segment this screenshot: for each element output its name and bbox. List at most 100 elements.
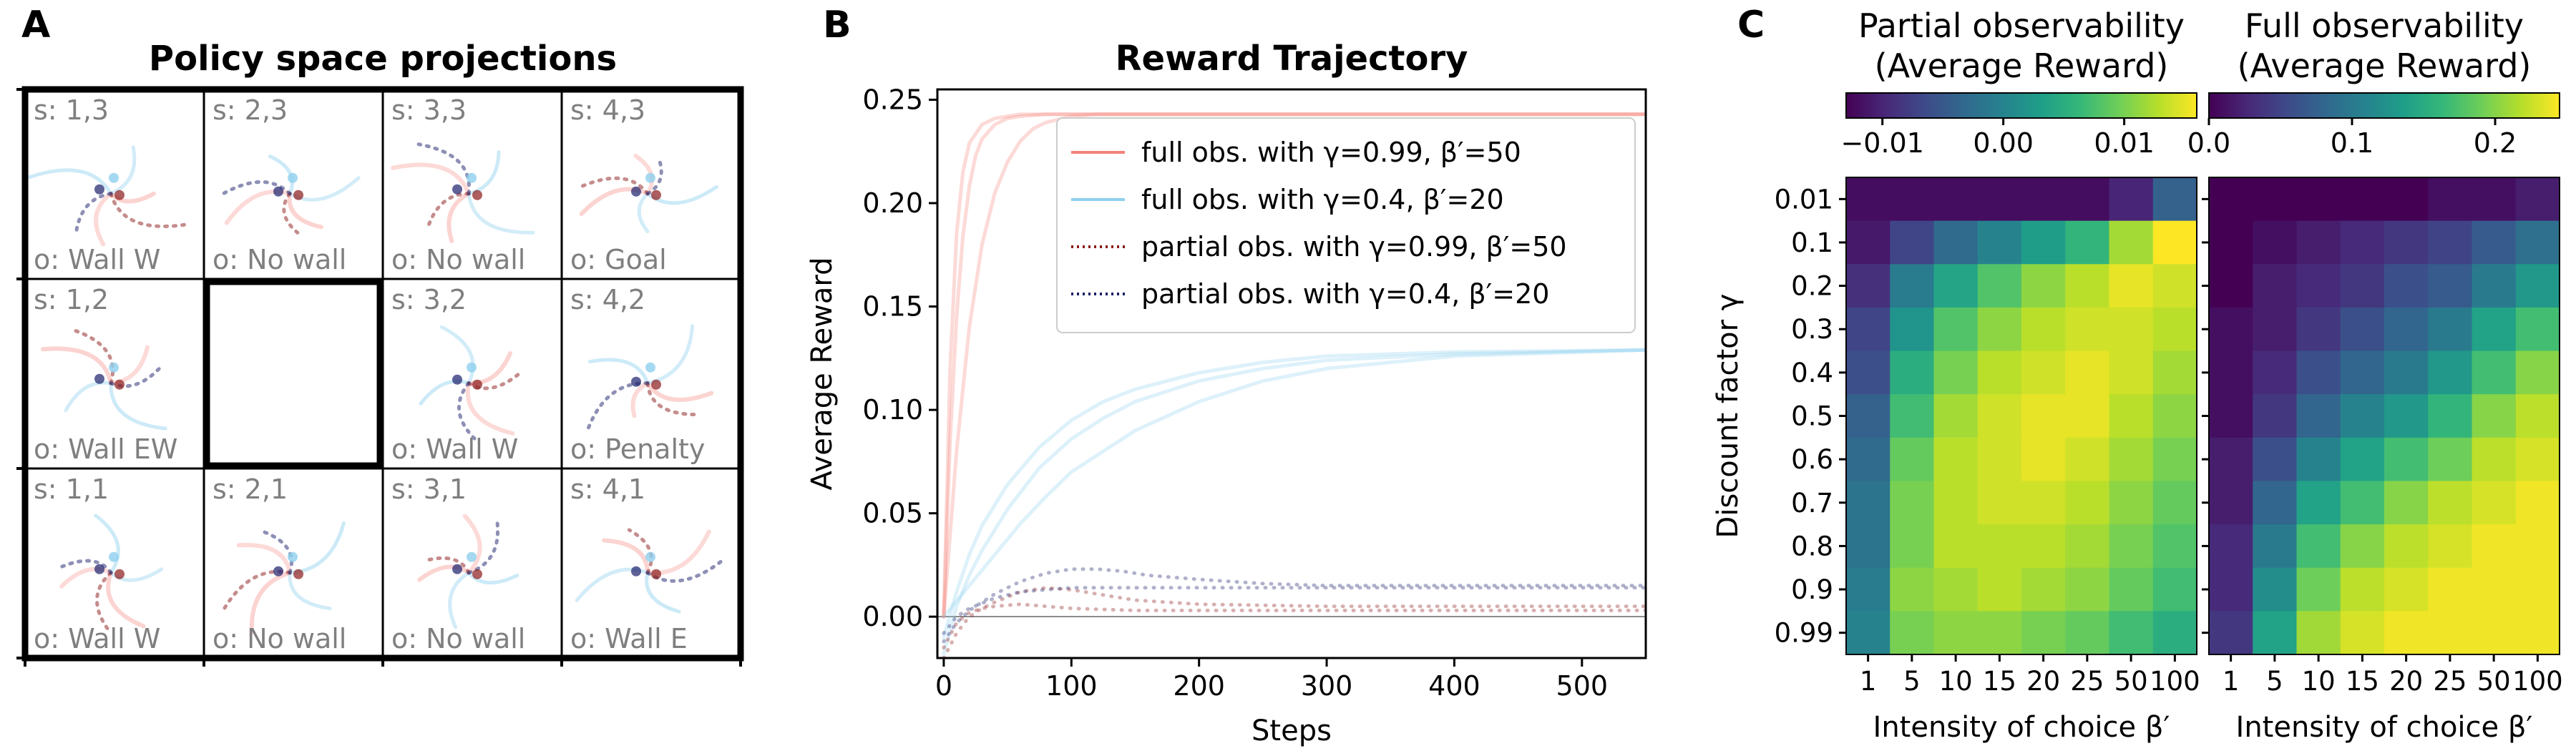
x-tick-label: 1	[2223, 666, 2240, 697]
heatmap-cell	[2109, 177, 2154, 222]
heatmap-cell	[2209, 611, 2253, 655]
heatmap-cell	[2021, 307, 2066, 352]
heatmap-cell	[2340, 567, 2385, 612]
policy-trajectory	[416, 142, 472, 196]
x-tick-label: 400	[1428, 670, 1480, 702]
heatmap-cell	[1846, 307, 1890, 352]
policy-trajectory	[467, 571, 519, 585]
policy-point	[467, 362, 477, 373]
panel-letter-b: B	[823, 4, 852, 46]
heatmap-cell	[1890, 437, 1935, 482]
x-tick-label: 50	[2477, 666, 2511, 697]
policy-trajectory	[417, 564, 471, 582]
x-tick-label: 25	[2070, 666, 2104, 697]
heatmap-cell	[2253, 524, 2298, 569]
heatmap-cell	[2021, 264, 2066, 308]
heatmap-cell	[2021, 220, 2066, 265]
policy-trajectory	[645, 571, 681, 614]
heatmap-cell	[2384, 177, 2429, 222]
policy-trajectory	[287, 191, 323, 230]
cell-observation-label: o: No wall	[391, 623, 525, 654]
policy-trajectory	[109, 145, 137, 196]
heatmap-cell	[2152, 264, 2197, 308]
heatmap-cell	[2515, 567, 2560, 612]
policy-point	[631, 376, 641, 387]
heatmap-cell	[1977, 437, 2022, 482]
panel-letter-c: C	[1737, 4, 1765, 46]
heatmap-cell	[1890, 567, 1935, 612]
heatmap-cell	[2472, 394, 2517, 438]
policy-trajectory	[447, 191, 471, 243]
heatmap-cell	[2428, 524, 2473, 569]
heatmap-cell	[1933, 437, 1979, 482]
heatmap-cell	[1890, 611, 1935, 655]
heatmap-cell	[2296, 350, 2341, 395]
policy-title: Policy space projections	[149, 39, 617, 79]
heatmap-cell	[2152, 437, 2197, 482]
heatmap-cell	[2296, 611, 2341, 655]
heatmap-cell	[2428, 350, 2473, 395]
heatmap-cell	[1933, 394, 1979, 438]
heatmap-cell	[2340, 177, 2385, 222]
series-line	[942, 112, 1646, 619]
x-tick-label: 50	[2114, 666, 2148, 697]
heatmap-cell	[2296, 437, 2341, 482]
x-tick-label: 15	[2346, 666, 2379, 697]
x-tick-label: 300	[1301, 670, 1353, 702]
policy-point	[645, 551, 655, 562]
heatmap-cell	[2152, 350, 2197, 395]
series-line	[942, 602, 1646, 649]
policy-trajectory	[288, 521, 346, 575]
cell-state-label: s: 4,2	[570, 284, 645, 315]
cell-observation-label: o: No wall	[213, 244, 346, 275]
policy-trajectory	[578, 176, 650, 196]
heatmap-cell	[2472, 220, 2517, 265]
heatmap-cell	[2472, 567, 2517, 612]
heatmap-cell	[2253, 437, 2298, 482]
heatmap-cell	[1890, 524, 1935, 569]
partial-heatmap-panel: Partial observability(Average Reward) −0.…	[1712, 6, 2200, 744]
heatmap-cell	[2340, 307, 2385, 352]
heatmap-cell	[2515, 481, 2560, 525]
y-tick-label: 0.25	[862, 84, 923, 115]
policy-point	[273, 566, 283, 576]
heatmap-cell	[2253, 481, 2298, 525]
heatmap-title: Full observability	[2245, 6, 2524, 45]
heatmap-cell	[2152, 567, 2197, 612]
cell-state-label: s: 1,2	[34, 284, 109, 315]
legend-label: partial obs. with γ=0.99, β′=50	[1141, 231, 1567, 262]
y-tick-label: 0.6	[1791, 444, 1833, 475]
heatmap-cell	[2065, 177, 2110, 222]
policy-trajectory	[391, 162, 471, 196]
grid-cell: s: 1,1 o: Wall W	[24, 467, 205, 659]
policy-trajectory	[95, 571, 113, 632]
heatmap-cell	[2428, 220, 2473, 265]
x-axis-label: Steps	[1252, 715, 1332, 747]
series-line	[942, 586, 1646, 658]
cell-state-label: s: 3,1	[391, 473, 467, 505]
x-tick-label: 100	[2150, 666, 2200, 697]
policy-point	[452, 374, 462, 385]
x-tick-label: 10	[2302, 666, 2336, 697]
policy-trajectory	[64, 381, 113, 413]
grid-cell: s: 2,3 o: No wall	[203, 88, 384, 280]
heatmap-cell	[2253, 264, 2298, 308]
policy-point	[472, 190, 482, 200]
grid-cell: s: 1,3 o: Wall W	[24, 88, 205, 280]
reward-axes-frame	[936, 88, 1647, 659]
heatmap-cell	[2065, 264, 2110, 308]
policy-trajectory	[645, 381, 714, 402]
cell-state-label: s: 4,1	[570, 473, 645, 505]
heatmap-cell	[2253, 567, 2298, 612]
policy-point	[472, 569, 482, 579]
legend-box	[1056, 117, 1636, 333]
heatmap-cell	[2109, 524, 2154, 569]
heatmap-cell	[2296, 220, 2341, 265]
reward-title: Reward Trajectory	[1116, 39, 1468, 79]
policy-trajectory	[462, 514, 482, 575]
policy-trajectory	[41, 346, 113, 386]
cell-observation-label: o: Wall W	[34, 244, 160, 275]
policy-point	[273, 186, 283, 197]
legend: full obs. with γ=0.99, β′=50 full obs. wi…	[1056, 117, 1636, 333]
heatmap-cell	[2296, 264, 2341, 308]
